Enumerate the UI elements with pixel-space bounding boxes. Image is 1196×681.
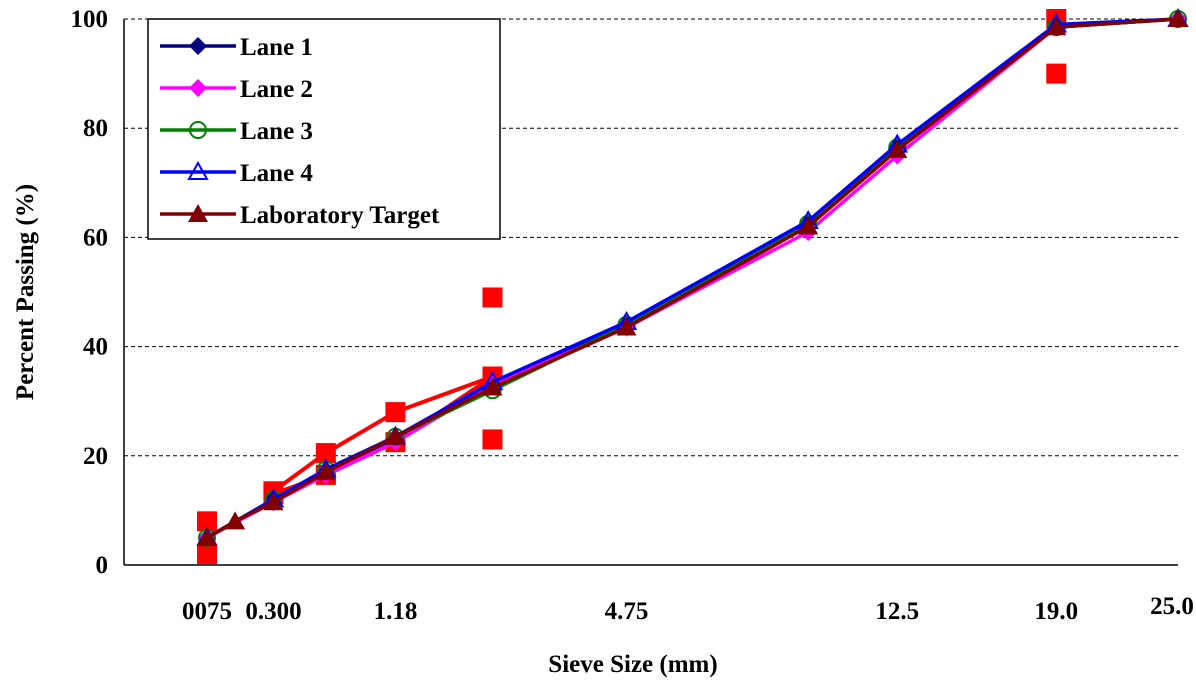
series-line [206,17,1179,540]
data-point [188,204,208,222]
data-point [1046,63,1067,84]
data-point [482,429,503,450]
series-line [272,374,494,493]
data-point [482,377,503,396]
data-point [798,216,819,235]
data-point [189,79,207,97]
data-point [385,426,406,445]
data-point [315,462,336,481]
series-line [272,374,494,496]
legend-label: Lane 3 [240,118,313,145]
series-layer [196,7,1189,565]
x-axis-title: Sieve Size (mm) [548,651,717,678]
legend-item: Laboratory Target [160,202,440,229]
y-tick-label: 0 [96,552,109,579]
y-axis-tick-labels: 0 20 40 60 80 100 [71,6,109,579]
y-tick-label: 60 [83,224,108,251]
data-point [385,402,406,423]
y-tick-label: 20 [83,443,108,470]
legend-item: Lane 2 [160,76,313,103]
x-tick-label: 1.18 [374,598,418,625]
x-tick-label: 0.300 [245,598,301,625]
x-tick-label: 12.5 [875,598,919,625]
x-tick-label: 25.0 [1150,593,1194,620]
data-point [197,511,217,532]
x-tick-label: 19.0 [1034,598,1078,625]
unlabeled-series [263,366,503,502]
legend-label: Lane 4 [240,160,313,187]
data-point [189,121,207,139]
y-axis-title: Percent Passing (%) [12,184,39,400]
legend-item: Lane 1 [160,34,313,61]
y-tick-label: 80 [83,115,108,142]
legend-label: Lane 1 [240,34,313,61]
legend: Lane 1 Lane 2 Lane 3 Lane 4 Laboratory Targe… [147,18,501,240]
legend-item: Lane 4 [160,160,313,187]
data-point [189,37,207,55]
legend-item: Lane 3 [160,118,313,145]
x-tick-label: 4.75 [605,598,649,625]
y-tick-label: 40 [83,334,108,361]
data-point [1168,9,1188,27]
data-point [197,544,217,565]
data-point [225,511,246,530]
y-tick-label: 100 [71,6,109,33]
data-point [197,527,217,546]
data-point [187,160,209,180]
data-point [1046,17,1067,36]
series-laboratory-target [197,9,1188,546]
x-axis-tick-labels: 0075 0.300 1.18 4.75 12.5 19.0 25.0 [182,593,1194,625]
data-point [616,317,637,336]
data-point [315,443,336,464]
legend-label: Lane 2 [240,76,313,103]
data-point [482,287,503,308]
data-point [263,492,284,511]
legend-label: Laboratory Target [240,202,440,229]
x-tick-label: 0075 [182,598,232,625]
data-point [887,140,908,159]
